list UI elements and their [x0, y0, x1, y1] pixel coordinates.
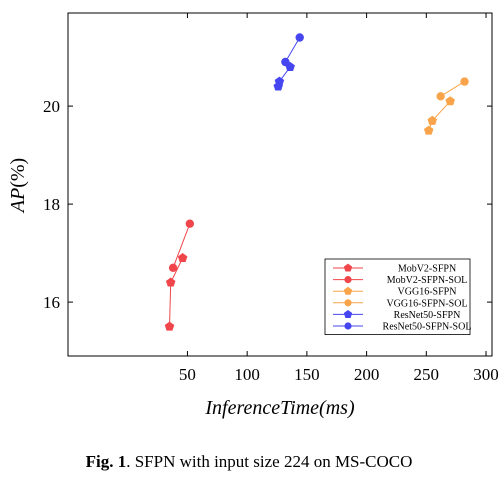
series-line: [428, 100, 451, 131]
series-mobv2-sfpn: [164, 253, 188, 331]
legend-marker: [343, 286, 353, 295]
data-point: [274, 76, 285, 86]
x-tick-label: 300: [473, 365, 498, 384]
figure-caption: Fig. 1. SFPN with input size 224 on MS-C…: [0, 452, 498, 472]
data-point: [168, 263, 178, 272]
legend-marker: [344, 276, 352, 284]
legend-marker: [344, 322, 352, 330]
data-point: [165, 277, 176, 287]
legend-box: [324, 258, 471, 335]
legend-entry: MobV2-SFPN: [333, 264, 456, 275]
data-point: [427, 115, 438, 125]
series-line: [440, 81, 465, 97]
legend: MobV2-SFPNMobV2-SFPN-SOLVGG16-SFPNVGG16-…: [324, 258, 471, 335]
figure-label: Fig. 1: [85, 452, 127, 471]
series-line: [284, 37, 301, 63]
data-point: [295, 33, 304, 42]
data-point: [423, 125, 434, 135]
x-tick-label: 200: [354, 365, 380, 384]
legend-entry: VGG16-SFPN: [333, 287, 456, 298]
data-point: [185, 219, 195, 228]
legend-entry: ResNet50-SFPN-SOL: [333, 322, 471, 333]
data-point: [164, 321, 175, 331]
legend-entry: VGG16-SFPN-SOL: [333, 298, 468, 309]
legend-label: ResNet50-SFPN: [394, 310, 461, 321]
y-tick-label: 16: [43, 293, 60, 312]
series-vgg16-sfpn: [423, 96, 455, 135]
series-resnet50-sfpn: [273, 61, 295, 91]
data-point: [445, 96, 455, 106]
x-tick-label: 150: [294, 365, 320, 384]
y-tick-label: 20: [43, 97, 60, 116]
x-tick-label: 100: [234, 365, 260, 384]
series-line: [172, 223, 191, 268]
legend-marker: [343, 263, 353, 272]
x-tick-label: 250: [414, 365, 440, 384]
data-point: [436, 92, 445, 101]
legend-label: VGG16-SFPN: [398, 287, 457, 298]
legend-marker: [344, 299, 352, 307]
series-vgg16-sfpn-sol: [436, 77, 469, 101]
series-resnet50-sfpn-sol: [281, 33, 304, 67]
legend-entry: MobV2-SFPN-SOL: [333, 275, 467, 286]
legend-entry: ResNet50-SFPN: [333, 310, 460, 321]
legend-label: MobV2-SFPN-SOL: [387, 275, 468, 286]
legend-label: MobV2-SFPN: [398, 264, 456, 275]
series-layer: [164, 33, 469, 331]
y-axis-title: AP(%): [7, 158, 29, 214]
legend-marker: [343, 310, 353, 318]
y-axis-title-unit: (%): [7, 158, 29, 188]
axis-ticks: 50 100 150 200 250 300 16 18 20: [43, 13, 498, 384]
legend-label: VGG16-SFPN-SOL: [386, 298, 467, 309]
svg-text:AP(%): AP(%): [7, 158, 29, 214]
y-tick-label: 18: [43, 195, 60, 214]
legend-label: ResNet50-SFPN-SOL: [383, 322, 472, 333]
chart: 50 100 150 200 250 300 16 18 20 MobV2-SFPNMobV2-…: [7, 12, 498, 419]
x-axis-title: InferenceTime(ms): [204, 397, 355, 419]
y-axis-title-symbol: AP: [7, 188, 29, 214]
x-tick-label: 50: [179, 365, 196, 384]
figure-caption-text: . SFPN with input size 224 on MS-COCO: [126, 452, 413, 471]
data-point: [177, 253, 188, 263]
data-point: [281, 57, 290, 67]
series-mobv2-sfpn-sol: [168, 219, 195, 272]
plot-frame: [67, 12, 493, 357]
data-point: [460, 77, 469, 86]
